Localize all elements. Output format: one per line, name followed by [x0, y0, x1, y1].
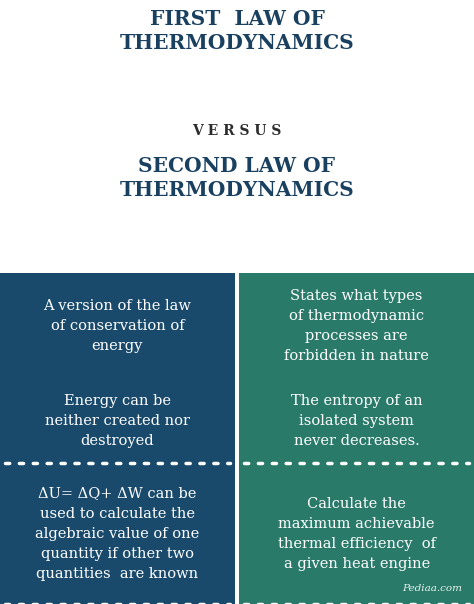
- Text: SECOND LAW OF
THERMODYNAMICS: SECOND LAW OF THERMODYNAMICS: [119, 156, 355, 200]
- Text: ΔU= ΔQ+ ΔW can be
used to calculate the
algebraic value of one
quantity if other: ΔU= ΔQ+ ΔW can be used to calculate the …: [35, 487, 200, 581]
- Text: Calculate the
maximum achievable
thermal efficiency  of
a given heat engine: Calculate the maximum achievable thermal…: [278, 496, 436, 571]
- Text: V E R S U S: V E R S U S: [192, 124, 282, 138]
- Text: States what types
of thermodynamic
processes are
forbidden in nature: States what types of thermodynamic proce…: [284, 289, 429, 363]
- Text: Energy can be
neither created nor
destroyed: Energy can be neither created nor destro…: [45, 394, 190, 448]
- Bar: [239, 273, 474, 379]
- Text: FIRST  LAW OF
THERMODYNAMICS: FIRST LAW OF THERMODYNAMICS: [119, 9, 355, 53]
- Text: Pediaa.com: Pediaa.com: [402, 584, 462, 593]
- Bar: [0, 463, 235, 604]
- Bar: [239, 379, 474, 463]
- Bar: [0, 379, 235, 463]
- Bar: [0, 273, 235, 379]
- Text: A version of the law
of conservation of
energy: A version of the law of conservation of …: [44, 299, 191, 353]
- Bar: [239, 463, 474, 604]
- Text: The entropy of an
isolated system
never decreases.: The entropy of an isolated system never …: [291, 394, 422, 448]
